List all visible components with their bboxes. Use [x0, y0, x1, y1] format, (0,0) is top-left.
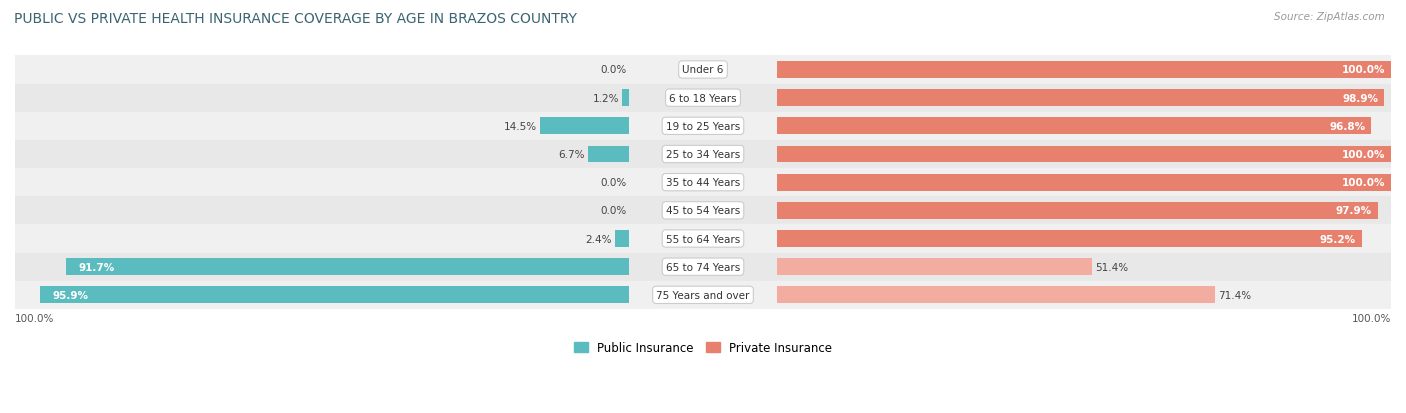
Text: 45 to 54 Years: 45 to 54 Years — [666, 206, 740, 216]
Text: 98.9%: 98.9% — [1343, 93, 1378, 103]
Bar — [776, 62, 1391, 79]
Bar — [776, 118, 1371, 135]
Bar — [15, 197, 1391, 225]
Text: 6 to 18 Years: 6 to 18 Years — [669, 93, 737, 103]
Bar — [15, 253, 1391, 281]
Text: 35 to 44 Years: 35 to 44 Years — [666, 178, 740, 188]
Text: PUBLIC VS PRIVATE HEALTH INSURANCE COVERAGE BY AGE IN BRAZOS COUNTRY: PUBLIC VS PRIVATE HEALTH INSURANCE COVER… — [14, 12, 576, 26]
Bar — [776, 202, 1378, 219]
Bar — [15, 84, 1391, 112]
Bar — [540, 118, 630, 135]
Bar — [776, 90, 1385, 107]
Text: 100.0%: 100.0% — [1351, 313, 1391, 323]
Text: 100.0%: 100.0% — [1341, 65, 1385, 75]
Text: 25 to 34 Years: 25 to 34 Years — [666, 150, 740, 159]
Text: 75 Years and over: 75 Years and over — [657, 290, 749, 300]
Text: 100.0%: 100.0% — [15, 313, 55, 323]
Text: 0.0%: 0.0% — [600, 65, 626, 75]
Text: 96.8%: 96.8% — [1329, 121, 1365, 131]
Bar — [776, 146, 1391, 163]
Bar — [15, 140, 1391, 169]
Text: 55 to 64 Years: 55 to 64 Years — [666, 234, 740, 244]
Text: 19 to 25 Years: 19 to 25 Years — [666, 121, 740, 131]
Text: 71.4%: 71.4% — [1219, 290, 1251, 300]
Text: 1.2%: 1.2% — [592, 93, 619, 103]
Text: 0.0%: 0.0% — [600, 206, 626, 216]
Bar — [776, 259, 1092, 275]
Text: 100.0%: 100.0% — [1341, 150, 1385, 159]
Bar — [66, 259, 630, 275]
Bar — [588, 146, 630, 163]
Bar — [776, 230, 1361, 247]
Text: 95.9%: 95.9% — [52, 290, 89, 300]
Bar — [15, 281, 1391, 309]
Bar — [15, 169, 1391, 197]
Text: 97.9%: 97.9% — [1336, 206, 1372, 216]
Text: 65 to 74 Years: 65 to 74 Years — [666, 262, 740, 272]
Text: 91.7%: 91.7% — [79, 262, 114, 272]
Text: 95.2%: 95.2% — [1319, 234, 1355, 244]
Text: 51.4%: 51.4% — [1095, 262, 1129, 272]
Bar — [621, 90, 630, 107]
Text: 2.4%: 2.4% — [585, 234, 612, 244]
Text: Under 6: Under 6 — [682, 65, 724, 75]
Bar — [776, 174, 1391, 191]
Bar — [15, 56, 1391, 84]
Bar — [15, 112, 1391, 140]
Legend: Public Insurance, Private Insurance: Public Insurance, Private Insurance — [569, 337, 837, 359]
Text: 6.7%: 6.7% — [558, 150, 585, 159]
Bar — [776, 287, 1215, 304]
Bar — [41, 287, 630, 304]
Text: 0.0%: 0.0% — [600, 178, 626, 188]
Text: 14.5%: 14.5% — [503, 121, 537, 131]
Text: Source: ZipAtlas.com: Source: ZipAtlas.com — [1274, 12, 1385, 22]
Text: 100.0%: 100.0% — [1341, 178, 1385, 188]
Bar — [15, 225, 1391, 253]
Bar — [614, 230, 630, 247]
